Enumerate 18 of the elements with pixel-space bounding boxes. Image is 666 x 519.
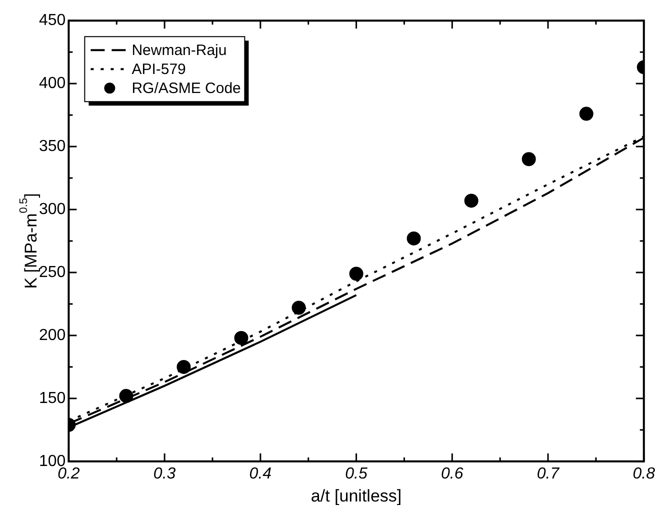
y-tick-label: 350: [38, 138, 66, 155]
y-tick-label: 200: [38, 326, 66, 344]
x-tick-label: 0.5: [345, 465, 368, 482]
legend-label: Newman-Raju: [132, 42, 227, 60]
x-tick-label: 0.6: [441, 465, 464, 482]
x-axis-title: a/t [unitless]: [310, 486, 402, 506]
x-tick-label: 0.4: [249, 465, 272, 482]
x-tick-label: 0.3: [153, 465, 176, 482]
y-tick-label: 300: [38, 200, 66, 218]
y-axis-title: K [MPa-m0.5]: [18, 193, 41, 289]
y-tick-label: 400: [38, 74, 66, 92]
x-tick-label: 0.8: [632, 465, 656, 482]
legend-label: API-579: [132, 61, 186, 78]
y-tick-label: 150: [38, 390, 66, 407]
y-tick-label: 250: [38, 264, 66, 281]
y-tick-label: 450: [38, 12, 66, 30]
x-tick-label: 0.7: [536, 465, 560, 482]
legend-label: RG/ASME Code: [132, 80, 241, 98]
